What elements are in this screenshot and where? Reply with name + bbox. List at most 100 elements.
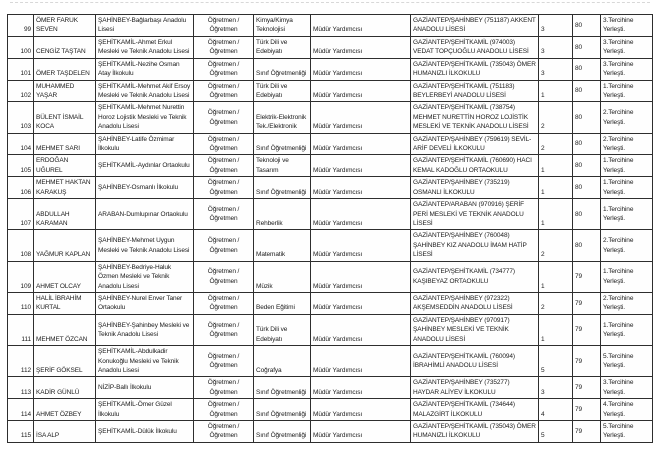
assigned-role-cell: Müdür Yardımcısı — [310, 35, 411, 59]
subject-branch-cell: Elektrik-Elektronik Tek./Elektronik — [253, 101, 311, 134]
teacher-name-cell: AHMET ÖZBEY — [33, 398, 96, 422]
score-cell: 79 — [572, 345, 601, 378]
preference-number-cell: 2 — [538, 101, 573, 134]
current-school-cell: ŞEHİTKAMİL-Dülük İlkokulu — [95, 420, 194, 443]
subject-branch-cell: Matematik — [253, 229, 311, 262]
table-row: 105 ERDOĞAN UĞUREL ŞEHİTKAMİL-Aydınlar Ort… — [7, 154, 653, 178]
placement-school-cell: GAZİANTEP/ŞEHİTKAMİL (734644) MALAZGİRT … — [410, 398, 539, 422]
placement-school-cell: GAZİANTEP/ŞAHİNBEY (735219) OSMANLI İLKO… — [410, 176, 539, 200]
teacher-name-cell: ABDULLAH KARAMAN — [33, 198, 96, 231]
score-cell: 79 — [572, 291, 601, 315]
row-number-cell: 109 — [7, 260, 34, 293]
placement-note-cell: 1.Tercihine Yerleşti. — [600, 176, 653, 200]
subject-branch-cell: Sınıf Öğretmenliği — [253, 420, 311, 443]
teacher-name-cell: ÖMER TAŞDELEN — [33, 57, 96, 81]
placement-school-cell: GAZİANTEP/ŞAHİNBEY (972322) AKŞEMSEDDİN … — [410, 291, 539, 315]
placement-note-cell: 1.Tercihine Yerleşti. — [600, 198, 653, 231]
assigned-role-cell: Müdür Yardımcısı — [310, 154, 411, 178]
scan-edge-artifact — [10, 2, 650, 3]
row-number-cell: 101 — [7, 57, 34, 81]
teacher-name-cell: BÜLENT İSMAİL KOCA — [33, 101, 96, 134]
assigned-role-cell: Müdür Yardımcısı — [310, 229, 411, 262]
preference-number-cell: 5 — [538, 420, 573, 443]
row-number-cell: 106 — [7, 176, 34, 200]
table-row: 113 KADİR GÜNLÜ NİZİP-Ballı İlkokulu Öğretm… — [7, 376, 653, 400]
placement-school-cell: GAZİANTEP/ŞAHİNBEY (760048) ŞAHİNBEY KIZ… — [410, 229, 539, 262]
subject-branch-cell: Türk Dili ve Edebiyatı — [253, 35, 311, 59]
assigned-role-cell: Müdür Yardımcısı — [310, 313, 411, 347]
current-school-cell: ŞAHİNBEY-Mehmet Uygun Mesleki ve Teknik … — [95, 229, 194, 262]
scanned-document-page: 99 ÖMER FARUK SEVEN ŞAHİNBEY-Bağlarbaşı An… — [7, 14, 653, 443]
current-school-cell: ŞAHİNBEY-Şahinbey Mesleki ve Teknik Anad… — [95, 313, 194, 347]
assigned-role-cell: Müdür Yardımcısı — [310, 260, 411, 293]
row-number-cell: 110 — [7, 291, 34, 315]
position-title-cell: Öğretmen / Öğretmen — [193, 345, 254, 378]
position-title-cell: Öğretmen / Öğretmen — [193, 57, 254, 81]
placement-note-cell: 1.Tercihine Yerleşti. — [600, 260, 653, 293]
assigned-role-cell: Müdür Yardımcısı — [310, 198, 411, 231]
subject-branch-cell: Türk Dili ve Edebiyatı — [253, 79, 311, 103]
placement-school-cell: GAZİANTEP/ŞAHİNBEY (735277) HAYDAR ALİYE… — [410, 376, 539, 400]
score-cell: 80 — [572, 57, 601, 81]
assigned-role-cell: Müdür Yardımcısı — [310, 420, 411, 443]
current-school-cell: ŞEHİTKAMİL-Mehmet Akif Ersoy Mesleki ve … — [95, 79, 194, 103]
row-number-cell: 104 — [7, 132, 34, 156]
subject-branch-cell: Müzik — [253, 260, 311, 293]
placement-note-cell: 3.Tercihine Yerleşti. — [600, 57, 653, 81]
preference-number-cell: 3 — [538, 57, 573, 81]
current-school-cell: ŞAHİNBEY-Bedriye-Haluk Özmen Mesleki ve … — [95, 260, 194, 293]
score-cell: 80 — [572, 14, 601, 37]
placement-school-cell: GAZİANTEP/ŞAHİNBEY (759619) SEVİL-ARİF D… — [410, 132, 539, 156]
teacher-name-cell: MUHAMMED YAŞAR — [33, 79, 96, 103]
table-row: 108 YAĞMUR KAPLAN ŞAHİNBEY-Mehmet Uygun Me… — [7, 229, 653, 262]
placement-note-cell: 3.Tercihine Yerleşti. — [600, 14, 653, 37]
table-row: 102 MUHAMMED YAŞAR ŞEHİTKAMİL-Mehmet Akif … — [7, 79, 653, 103]
subject-branch-cell: Beden Eğitimi — [253, 291, 311, 315]
position-title-cell: Öğretmen / Öğretmen — [193, 132, 254, 156]
position-title-cell: Öğretmen / Öğretmen — [193, 101, 254, 134]
placement-school-cell: GAZİANTEP/ŞAHİNBEY (751187) AKKENT ANADO… — [410, 14, 539, 37]
assigned-role-cell: Müdür Yardımcısı — [310, 57, 411, 81]
placement-school-cell: GAZİANTEP/ŞEHİTKAMİL (738754) MEHMET NUR… — [410, 101, 539, 134]
assigned-role-cell: Müdür Yardımcısı — [310, 345, 411, 378]
current-school-cell: ŞAHİNBEY-Bağlarbaşı Anadolu Lisesi — [95, 14, 194, 37]
preference-number-cell: 3 — [538, 14, 573, 37]
placement-school-cell: GAZİANTEP/ŞAHİNBEY (970917) ŞAHİNBEY MES… — [410, 313, 539, 347]
row-number-cell: 102 — [7, 79, 34, 103]
subject-branch-cell: Sınıf Öğretmenliği — [253, 376, 311, 400]
placement-note-cell: 2.Tercihine Yerleşti. — [600, 229, 653, 262]
row-number-cell: 99 — [7, 14, 34, 37]
table-row: 104 MEHMET SARI ŞAHİNBEY-Latife Özmimar İl… — [7, 132, 653, 156]
table-row: 115 İSA ALP ŞEHİTKAMİL-Dülük İlkokulu Öğret… — [7, 420, 653, 443]
score-cell: 79 — [572, 376, 601, 400]
score-cell: 80 — [572, 35, 601, 59]
subject-branch-cell: Teknoloji ve Tasarım — [253, 154, 311, 178]
subject-branch-cell: Sınıf Öğretmenliği — [253, 132, 311, 156]
placement-school-cell: GAZİANTEP/ARABAN (970916) ŞERİF PERİ MES… — [410, 198, 539, 231]
placement-school-cell: GAZİANTEP/ŞEHİTKAMİL (734777) KAŞIBEYAZ … — [410, 260, 539, 293]
table-row: 106 MEHMET HAKTAN KARAKUŞ ŞAHİNBEY-Osmanlı… — [7, 176, 653, 200]
current-school-cell: ŞAHİNBEY-Nurel Enver Taner Ortaokulu — [95, 291, 194, 315]
teacher-name-cell: YAĞMUR KAPLAN — [33, 229, 96, 262]
placement-school-cell: GAZİANTEP/ŞEHİTKAMİL (735043) ÖMER HUMAN… — [410, 57, 539, 81]
assigned-role-cell: Müdür Yardımcısı — [310, 398, 411, 422]
teacher-name-cell: ERDOĞAN UĞUREL — [33, 154, 96, 178]
assigned-role-cell: Müdür Yardımcısı — [310, 79, 411, 103]
position-title-cell: Öğretmen / Öğretmen — [193, 14, 254, 37]
table-row: 101 ÖMER TAŞDELEN ŞEHİTKAMİL-Nezihe Osman … — [7, 57, 653, 81]
preference-number-cell: 3 — [538, 35, 573, 59]
current-school-cell: ARABAN-Dumlupınar Ortaokulu — [95, 198, 194, 231]
position-title-cell: Öğretmen / Öğretmen — [193, 376, 254, 400]
position-title-cell: Öğretmen / Öğretmen — [193, 176, 254, 200]
current-school-cell: ŞEHİTKAMİL-Aydınlar Ortaokulu — [95, 154, 194, 178]
row-number-cell: 113 — [7, 376, 34, 400]
current-school-cell: NİZİP-Ballı İlkokulu — [95, 376, 194, 400]
current-school-cell: ŞEHİTKAMİL-Mehmet Nurettin Horoz Lojisti… — [95, 101, 194, 134]
current-school-cell: ŞAHİNBEY-Osmanlı İlkokulu — [95, 176, 194, 200]
preference-number-cell: 5 — [538, 345, 573, 378]
current-school-cell: ŞEHİTKAMİL-Ahmet Erkul Mesleki ve Teknik… — [95, 35, 194, 59]
preference-number-cell: 1 — [538, 313, 573, 347]
subject-branch-cell: Sınıf Öğretmenliği — [253, 57, 311, 81]
placement-school-cell: GAZİANTEP/ŞEHİTKAMİL (735043) ÖMER HUMAN… — [410, 420, 539, 443]
score-cell: 80 — [572, 132, 601, 156]
